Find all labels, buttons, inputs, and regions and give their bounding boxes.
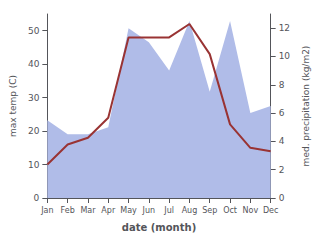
svg-text:Dec: Dec	[263, 206, 278, 215]
svg-text:12: 12	[279, 23, 290, 33]
svg-text:Jul: Jul	[163, 206, 174, 215]
svg-text:50: 50	[28, 26, 40, 36]
svg-text:30: 30	[28, 93, 40, 103]
svg-text:4: 4	[279, 136, 285, 146]
svg-text:Apr: Apr	[101, 206, 116, 215]
svg-text:Jun: Jun	[142, 206, 156, 215]
svg-text:Oct: Oct	[223, 206, 237, 215]
svg-text:Nov: Nov	[243, 206, 259, 215]
svg-text:med. precipitation (kg/m2): med. precipitation (kg/m2)	[301, 46, 311, 167]
svg-text:10: 10	[279, 51, 291, 61]
svg-text:40: 40	[28, 59, 40, 69]
svg-text:20: 20	[28, 126, 40, 136]
svg-text:May: May	[120, 206, 137, 215]
svg-text:max temp (C): max temp (C)	[8, 75, 18, 137]
svg-text:date (month): date (month)	[122, 222, 196, 233]
svg-text:Jan: Jan	[40, 206, 53, 215]
svg-text:8: 8	[279, 80, 285, 90]
svg-text:Sep: Sep	[202, 206, 217, 215]
svg-text:Aug: Aug	[182, 206, 198, 215]
svg-text:10: 10	[28, 160, 40, 170]
svg-text:Mar: Mar	[80, 206, 96, 215]
svg-text:6: 6	[279, 108, 285, 118]
svg-text:0: 0	[279, 193, 285, 203]
svg-text:Feb: Feb	[61, 206, 75, 215]
svg-text:2: 2	[279, 165, 285, 175]
svg-text:0: 0	[34, 193, 40, 203]
